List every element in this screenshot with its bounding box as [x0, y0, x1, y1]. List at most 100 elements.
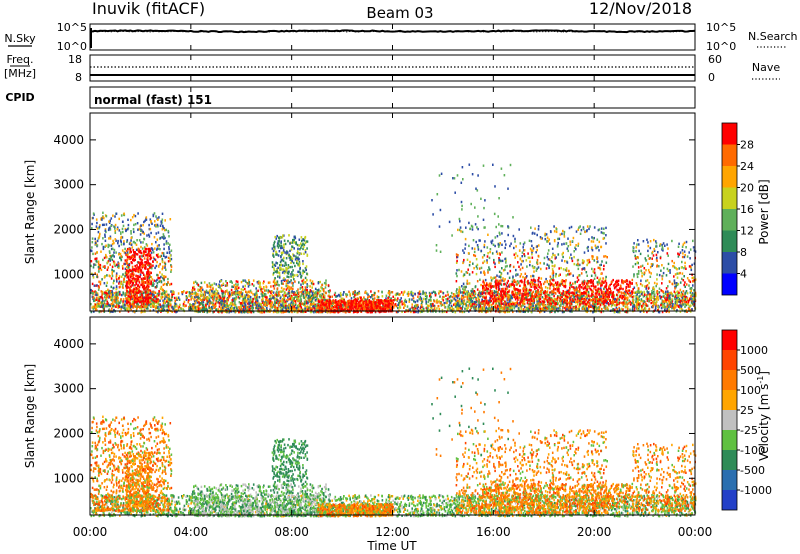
- heatmap-cell: [372, 294, 374, 297]
- heatmap-cell: [530, 310, 533, 313]
- heatmap-cell: [682, 294, 685, 297]
- heatmap-cell: [480, 294, 482, 297]
- heatmap-cell: [459, 303, 461, 306]
- heatmap-cell: [262, 301, 265, 305]
- heatmap-cell: [128, 247, 130, 251]
- heatmap-cell: [678, 300, 681, 303]
- heatmap-cell: [639, 310, 642, 313]
- heatmap-cell: [205, 298, 208, 302]
- heatmap-cell: [628, 293, 630, 296]
- heatmap-cell: [141, 259, 143, 262]
- heatmap-cell: [156, 295, 158, 298]
- heatmap-cell: [493, 291, 496, 294]
- heatmap-cell: [629, 308, 631, 311]
- heatmap-cell: [159, 255, 161, 258]
- heatmap-cell: [159, 305, 161, 308]
- heatmap-cell: [433, 300, 436, 303]
- heatmap-cell: [113, 248, 116, 252]
- heatmap-cell: [280, 282, 283, 285]
- heatmap-cell: [129, 307, 132, 310]
- heatmap-cell: [168, 298, 170, 301]
- heatmap-cell: [247, 285, 250, 288]
- heatmap-cell: [161, 260, 164, 264]
- heatmap-cell: [244, 303, 247, 306]
- heatmap-cell: [122, 267, 124, 270]
- heatmap-cell: [194, 292, 197, 295]
- heatmap-cell: [397, 303, 399, 307]
- heatmap-cell: [468, 292, 470, 295]
- heatmap-cell: [292, 253, 294, 256]
- heatmap-cell: [549, 296, 552, 300]
- heatmap-cell: [465, 304, 467, 307]
- heatmap-cell: [145, 293, 147, 297]
- heatmap-cell: [268, 298, 271, 301]
- heatmap-cell: [284, 294, 287, 297]
- heatmap-cell: [453, 303, 455, 306]
- heatmap-cell: [400, 297, 402, 300]
- heatmap-cell: [599, 294, 601, 297]
- heatmap-cell: [158, 280, 160, 283]
- heatmap-cell: [116, 228, 119, 231]
- heatmap-cell: [397, 306, 399, 310]
- heatmap-cell: [161, 293, 163, 296]
- heatmap-cell: [147, 307, 149, 310]
- heatmap-cell: [123, 243, 125, 246]
- heatmap-cell: [163, 291, 166, 295]
- heatmap-cell: [431, 291, 433, 295]
- heatmap-cell: [682, 298, 684, 302]
- heatmap-cell: [415, 310, 417, 314]
- heatmap-cell: [114, 223, 117, 227]
- heatmap-cell: [358, 290, 360, 294]
- heatmap-cell: [92, 292, 94, 295]
- cpid-value: normal (fast) 151: [94, 93, 212, 107]
- heatmap-cell: [150, 271, 152, 275]
- heatmap-cell: [458, 292, 460, 296]
- heatmap-cell: [296, 259, 298, 263]
- heatmap-cell: [129, 289, 132, 293]
- heatmap-cell: [164, 294, 166, 297]
- heatmap-cell: [283, 271, 286, 275]
- heatmap-cell: [104, 291, 106, 294]
- heatmap-cell: [292, 275, 294, 279]
- heatmap-cell: [276, 262, 279, 265]
- heatmap-cell: [129, 287, 131, 290]
- heatmap-cell: [205, 296, 208, 299]
- heatmap-cell: [139, 290, 142, 293]
- heatmap-cell: [282, 246, 284, 249]
- heatmap-cell: [423, 297, 425, 301]
- heatmap-cell: [287, 266, 290, 269]
- heatmap-cell: [244, 305, 247, 308]
- heatmap-cell: [157, 277, 159, 280]
- heatmap-cell: [303, 243, 306, 246]
- heatmap-cell: [250, 300, 252, 304]
- heatmap-cell: [235, 295, 238, 299]
- heatmap-cell: [261, 296, 264, 300]
- heatmap-cell: [616, 303, 618, 307]
- heatmap-cell: [146, 256, 149, 259]
- heatmap-cell: [305, 302, 308, 305]
- heatmap-cell: [262, 291, 265, 295]
- heatmap-cell: [394, 293, 397, 297]
- noise-panel: N.Sky 10^5 10^0 10^5 10^0 N.Search: [4, 21, 797, 53]
- heatmap-cell: [185, 304, 187, 307]
- heatmap-cell: [524, 305, 526, 309]
- heatmap-cell: [134, 223, 137, 226]
- heatmap-cell: [163, 243, 165, 246]
- heatmap-cell: [146, 301, 148, 305]
- heatmap-cell: [122, 286, 124, 289]
- heatmap-cell: [325, 302, 328, 305]
- heatmap-cell: [141, 229, 143, 232]
- heatmap-cell: [137, 248, 140, 252]
- heatmap-cell: [282, 294, 284, 297]
- heatmap-cell: [258, 285, 261, 289]
- heatmap-cell: [605, 301, 608, 305]
- heatmap-cell: [519, 299, 522, 302]
- heatmap-cell: [128, 266, 130, 269]
- heatmap-cell: [211, 283, 214, 287]
- heatmap-cell: [125, 249, 128, 253]
- heatmap-cell: [290, 296, 292, 299]
- heatmap-cell: [216, 290, 219, 293]
- heatmap-cell: [311, 280, 314, 283]
- heatmap-cell: [267, 291, 269, 294]
- heatmap-cell: [259, 307, 262, 310]
